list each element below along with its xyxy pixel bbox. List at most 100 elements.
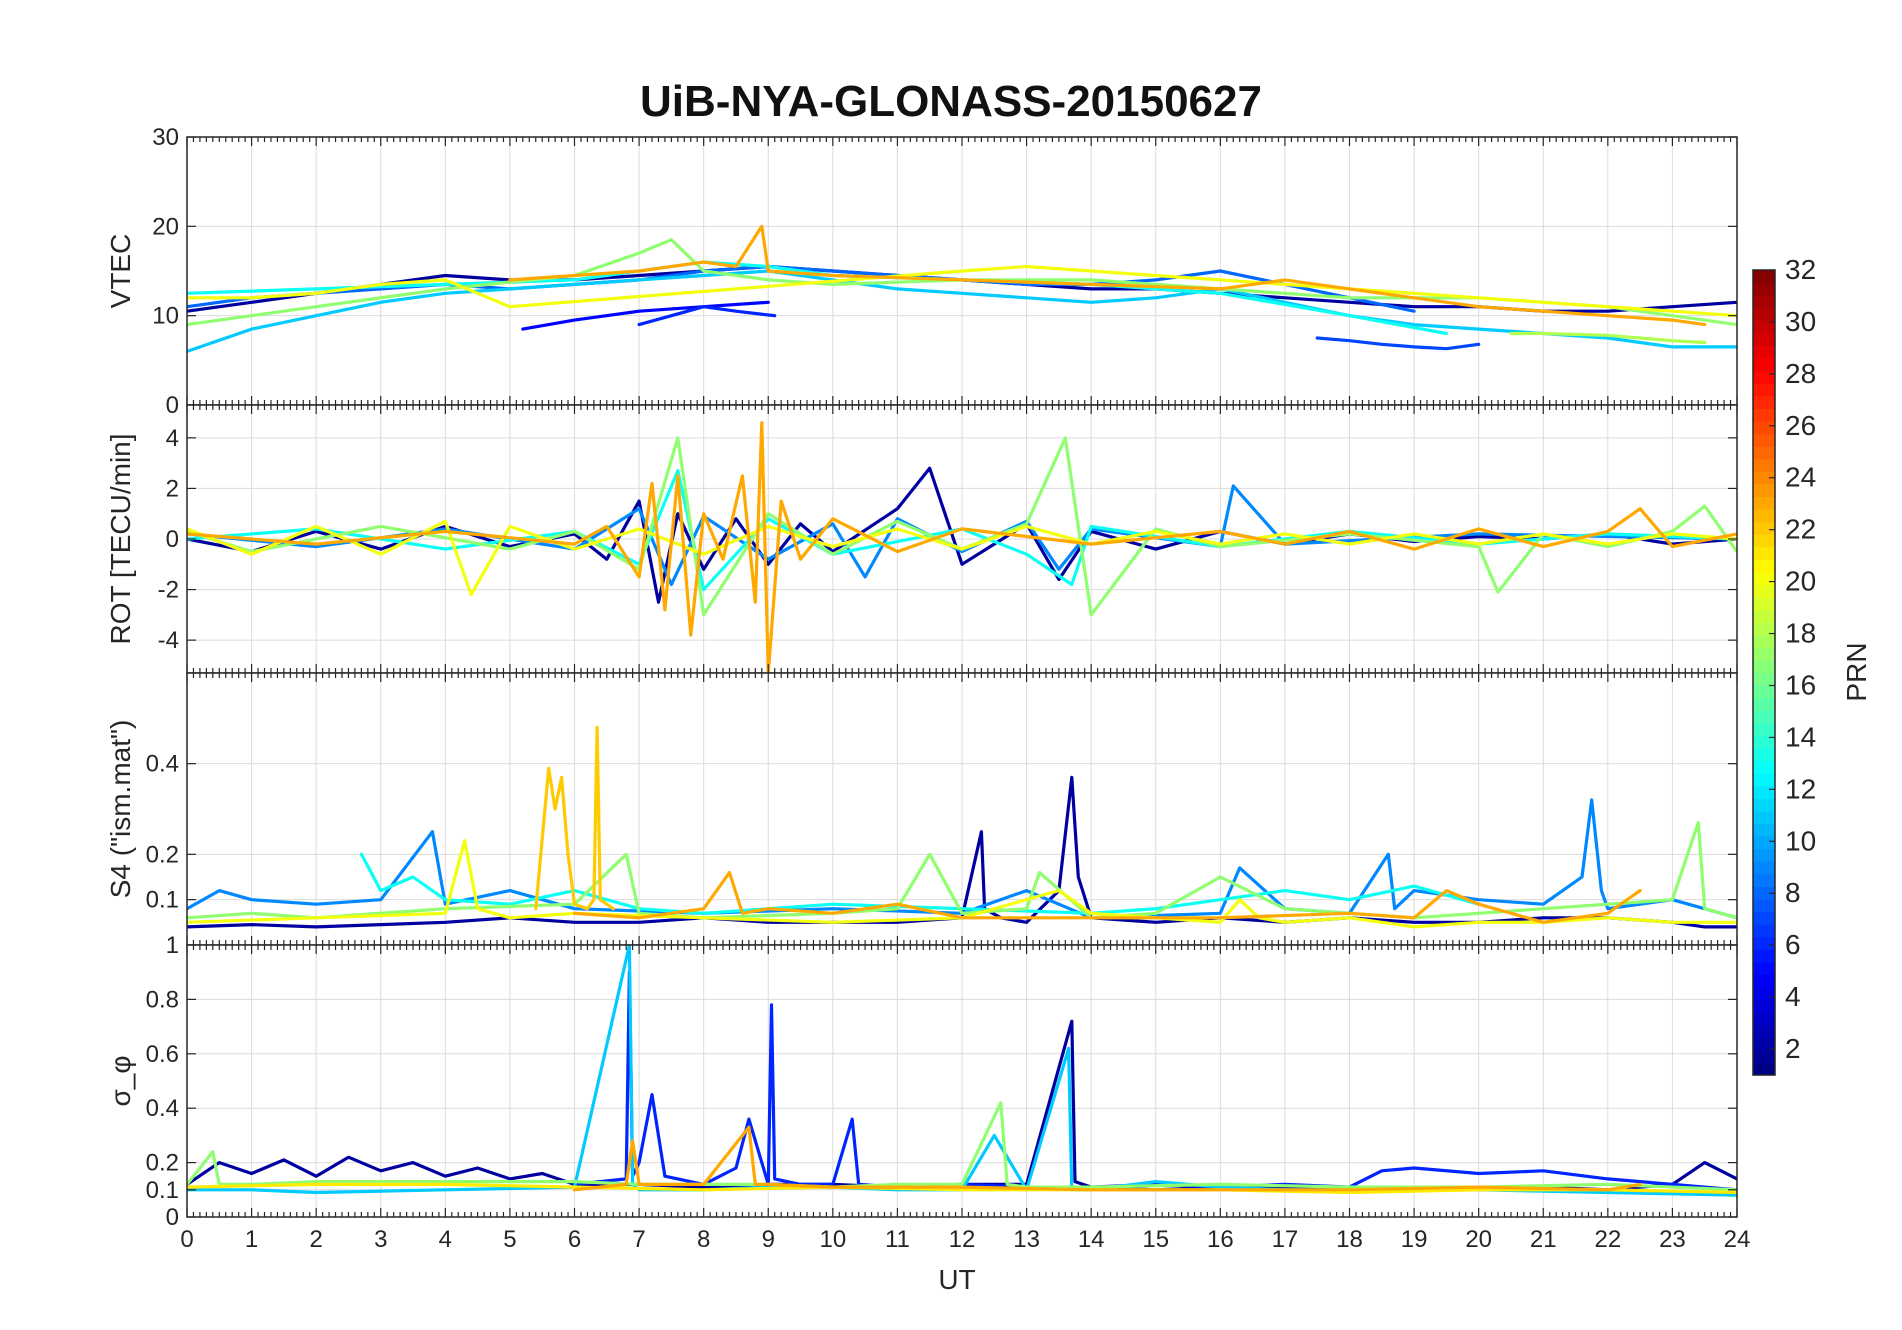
colorbar-band (1753, 571, 1775, 586)
colorbar-band (1753, 458, 1775, 472)
colorbar-tick-label: 14 (1785, 721, 1816, 752)
colorbar-tick-label: 12 (1785, 773, 1816, 804)
colorbar-band (1753, 710, 1775, 724)
colorbar-band (1753, 358, 1775, 372)
series-prn-23 (572, 870, 1642, 924)
x-tick-label: 12 (949, 1226, 976, 1253)
y-tick-label: -2 (158, 577, 179, 604)
colorbar-tick-label: 2 (1785, 1033, 1801, 1064)
colorbar-band (1753, 320, 1775, 334)
colorbar-band (1753, 1049, 1775, 1064)
colorbar-tick-label: 16 (1785, 669, 1816, 700)
x-tick-label: 15 (1142, 1226, 1169, 1253)
colorbar-band (1753, 873, 1775, 887)
series-prn-13 (359, 852, 1481, 915)
y-tick-label: 30 (152, 124, 179, 151)
x-tick-label: 3 (374, 1226, 387, 1253)
colorbar-band (1753, 597, 1775, 611)
y-tick-label: 0.1 (146, 1177, 179, 1204)
colorbar-band (1753, 609, 1775, 623)
x-tick-label: 23 (1659, 1226, 1686, 1253)
colorbar-band (1753, 496, 1775, 510)
series-group (187, 224, 1737, 353)
colorbar-tick-label: 8 (1785, 877, 1801, 908)
y-tick-label: 0.4 (146, 1095, 179, 1122)
x-tick-label: 16 (1207, 1226, 1234, 1253)
x-tick-label: 24 (1724, 1226, 1751, 1253)
y-tick-label: 0.1 (146, 887, 179, 914)
x-tick-label: 9 (762, 1226, 775, 1253)
series-prn-13 (187, 469, 1737, 592)
y-tick-label: 10 (152, 303, 179, 330)
series-prn-8 (187, 264, 1416, 313)
x-tick-label: 4 (439, 1226, 452, 1253)
colorbar-band (1753, 949, 1775, 963)
x-tick-label: 6 (568, 1226, 581, 1253)
x-tick-label: 20 (1465, 1226, 1492, 1253)
colorbar-band (1753, 534, 1775, 548)
colorbar-band (1753, 395, 1775, 409)
colorbar-band (1753, 1024, 1775, 1038)
colorbar-band (1753, 408, 1775, 422)
series-prn-21 (187, 1182, 1737, 1195)
colorbar-band (1753, 546, 1775, 560)
series-prn-9 (187, 798, 1737, 920)
colorbar-band (1753, 861, 1775, 875)
colorbar-band (1753, 559, 1775, 573)
panel-sigma_phi: 00.10.2 0.4 0.6 0.8 1 σ_φ (105, 932, 1738, 1231)
colorbar-band (1753, 622, 1775, 636)
colorbar-band (1753, 936, 1775, 950)
y-tick-label: 20 (152, 213, 179, 240)
x-tick-label: 18 (1336, 1226, 1363, 1253)
x-tick-label: 13 (1013, 1226, 1040, 1253)
colorbar-band (1753, 647, 1775, 661)
panel-rot: -4 -2 0 2 4 ROT [TECU/min] (105, 404, 1738, 674)
series-prn-18 (1509, 331, 1707, 345)
x-tick-label: 10 (819, 1226, 846, 1253)
colorbar-band (1753, 836, 1775, 850)
colorbar-band (1753, 659, 1775, 674)
chart-title: UiB-NYA-GLONASS-20150627 (640, 77, 1262, 126)
colorbar-band (1753, 1037, 1775, 1051)
x-tick-label: 1 (245, 1226, 258, 1253)
colorbar-band (1753, 848, 1775, 862)
series-prn-23 (508, 224, 1707, 327)
x-tick-label: 21 (1530, 1226, 1557, 1253)
colorbar-band (1753, 886, 1775, 900)
colorbar-band (1753, 483, 1775, 498)
y-tick-label: 0.4 (146, 751, 179, 778)
colorbar-tick-label: 4 (1785, 981, 1801, 1012)
series-prn-6 (637, 305, 777, 327)
colorbar-tick-label: 6 (1785, 929, 1801, 960)
colorbar-band (1753, 446, 1775, 460)
colorbar-tick-label: 18 (1785, 618, 1816, 649)
colorbar-band (1753, 773, 1775, 787)
x-tick-label: 8 (697, 1226, 710, 1253)
colorbar-band (1753, 508, 1775, 523)
colorbar-tick-label: 20 (1785, 566, 1816, 597)
colorbar-frame (1752, 269, 1776, 1076)
x-tick-label: 5 (503, 1226, 516, 1253)
y-tick-label: 0 (166, 1204, 179, 1231)
colorbar-tick-label: 26 (1785, 410, 1816, 441)
y-tick-label: 0.2 (146, 1150, 179, 1177)
x-axis-label: UT (938, 1264, 975, 1295)
colorbar-tick-label: 32 (1785, 254, 1816, 285)
colorbar-band (1753, 911, 1775, 925)
colorbar-band (1753, 697, 1775, 711)
x-tick-label: 14 (1078, 1226, 1105, 1253)
y-tick-label: -4 (158, 627, 179, 654)
x-tick-label: 7 (632, 1226, 645, 1253)
y-tick-label: 4 (166, 425, 179, 452)
colorbar-tick-label: 10 (1785, 825, 1816, 856)
series-group (187, 945, 1737, 1197)
colorbar-band (1753, 974, 1775, 988)
colorbar-band (1753, 420, 1775, 435)
series-prn-23 (187, 421, 1737, 673)
colorbar-tick-label: 24 (1785, 462, 1816, 493)
colorbar-band (1753, 685, 1775, 699)
x-tick-label: 2 (309, 1226, 322, 1253)
